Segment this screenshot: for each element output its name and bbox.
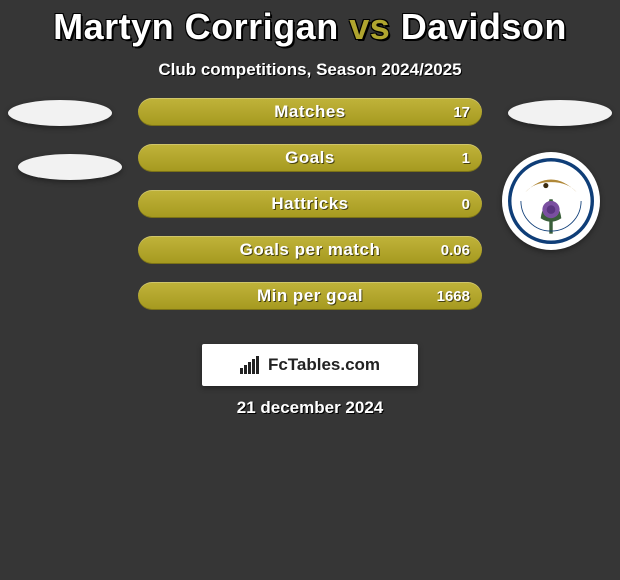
page-title: Martyn Corrigan vs Davidson bbox=[0, 6, 620, 48]
stat-value: 0.06 bbox=[441, 236, 470, 264]
player1-avatar-placeholder-2 bbox=[18, 154, 122, 180]
subtitle: Club competitions, Season 2024/2025 bbox=[0, 60, 620, 80]
player2-avatar-placeholder bbox=[508, 100, 612, 126]
stat-bar-matches: Matches 17 bbox=[138, 98, 482, 126]
stat-label: Goals per match bbox=[138, 236, 482, 264]
stat-value: 1 bbox=[462, 144, 470, 172]
vs-separator: vs bbox=[349, 6, 390, 47]
player2-name: Davidson bbox=[401, 6, 567, 47]
player1-avatar-placeholder-1 bbox=[8, 100, 112, 126]
player1-name: Martyn Corrigan bbox=[53, 6, 339, 47]
stat-bar-hattricks: Hattricks 0 bbox=[138, 190, 482, 218]
stat-value: 0 bbox=[462, 190, 470, 218]
bar-chart-icon bbox=[240, 356, 262, 374]
comparison-card: Martyn Corrigan vs Davidson Club competi… bbox=[0, 0, 620, 418]
stat-bar-goals: Goals 1 bbox=[138, 144, 482, 172]
stat-bars: Matches 17 Goals 1 Hattricks 0 Goals per… bbox=[138, 98, 482, 328]
stat-label: Hattricks bbox=[138, 190, 482, 218]
snapshot-date: 21 december 2024 bbox=[0, 398, 620, 418]
stat-bar-goals-per-match: Goals per match 0.06 bbox=[138, 236, 482, 264]
team-badge bbox=[502, 152, 600, 250]
source-watermark[interactable]: FcTables.com bbox=[202, 344, 418, 386]
stat-value: 1668 bbox=[437, 282, 470, 310]
stat-label: Goals bbox=[138, 144, 482, 172]
stat-value: 17 bbox=[453, 98, 470, 126]
watermark-text: FcTables.com bbox=[268, 355, 380, 375]
team-crest-icon bbox=[508, 158, 594, 244]
stat-label: Min per goal bbox=[138, 282, 482, 310]
stat-bar-min-per-goal: Min per goal 1668 bbox=[138, 282, 482, 310]
comparison-area: Matches 17 Goals 1 Hattricks 0 Goals per… bbox=[0, 98, 620, 338]
stat-label: Matches bbox=[138, 98, 482, 126]
